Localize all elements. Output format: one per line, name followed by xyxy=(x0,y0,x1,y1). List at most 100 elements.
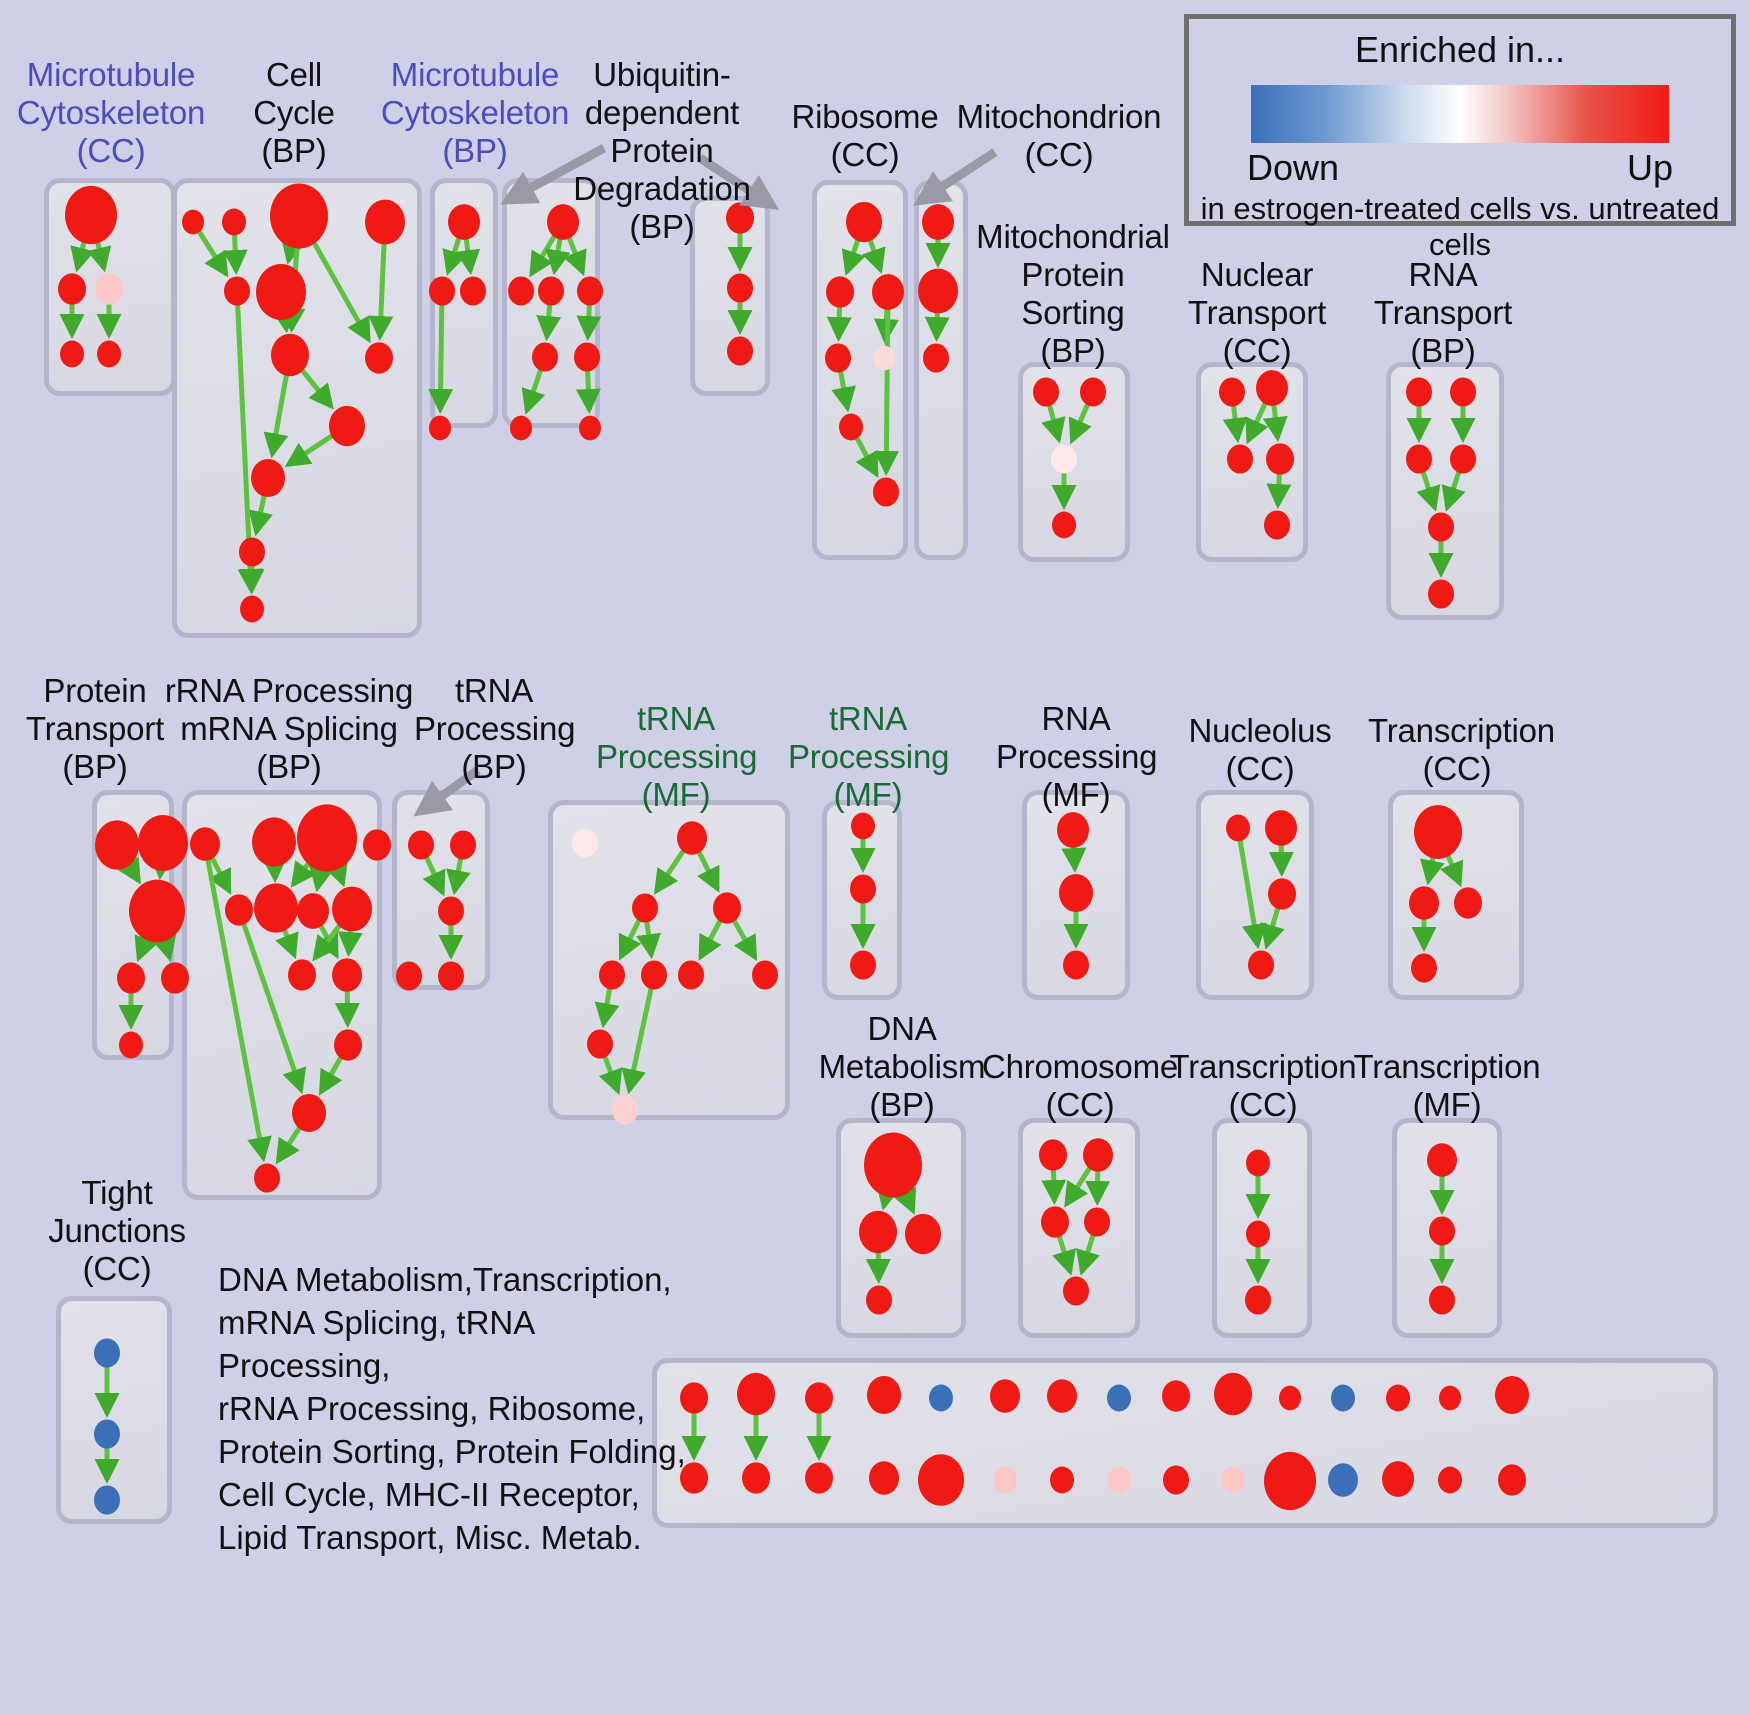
graph-node[interactable] xyxy=(869,1461,899,1495)
graph-node[interactable] xyxy=(851,812,875,840)
graph-node[interactable] xyxy=(678,960,704,990)
graph-node[interactable] xyxy=(292,1093,326,1133)
graph-node[interactable] xyxy=(680,1382,708,1414)
graph-node[interactable] xyxy=(1331,1384,1355,1412)
graph-node[interactable] xyxy=(1039,1139,1067,1171)
graph-node[interactable] xyxy=(119,1031,143,1059)
graph-node[interactable] xyxy=(271,333,309,377)
graph-node[interactable] xyxy=(252,817,296,867)
graph-node[interactable] xyxy=(1256,370,1288,406)
graph-node[interactable] xyxy=(95,273,123,305)
graph-node[interactable] xyxy=(1450,444,1476,474)
graph-node[interactable] xyxy=(1246,1149,1270,1177)
graph-node[interactable] xyxy=(138,815,188,871)
graph-node[interactable] xyxy=(460,276,486,306)
graph-node[interactable] xyxy=(510,415,532,441)
graph-node[interactable] xyxy=(1438,1466,1462,1494)
graph-node[interactable] xyxy=(1454,887,1482,919)
graph-node[interactable] xyxy=(1495,1375,1529,1415)
graph-node[interactable] xyxy=(1107,1466,1131,1494)
graph-node[interactable] xyxy=(1411,953,1437,983)
graph-node[interactable] xyxy=(1328,1463,1358,1497)
graph-node[interactable] xyxy=(677,821,707,855)
graph-node[interactable] xyxy=(1409,886,1439,920)
graph-node[interactable] xyxy=(1428,579,1454,609)
graph-node[interactable] xyxy=(805,1382,833,1414)
graph-node[interactable] xyxy=(587,1029,613,1059)
graph-node[interactable] xyxy=(1414,805,1462,859)
graph-node[interactable] xyxy=(1214,1372,1252,1416)
graph-node[interactable] xyxy=(1268,878,1296,910)
graph-node[interactable] xyxy=(1439,1385,1461,1411)
graph-node[interactable] xyxy=(1245,1285,1271,1315)
graph-node[interactable] xyxy=(599,960,625,990)
graph-node[interactable] xyxy=(438,896,464,926)
graph-node[interactable] xyxy=(94,1338,120,1368)
graph-node[interactable] xyxy=(1162,1380,1190,1412)
graph-node[interactable] xyxy=(329,405,365,447)
graph-node[interactable] xyxy=(737,1372,775,1416)
graph-node[interactable] xyxy=(1080,377,1106,407)
graph-node[interactable] xyxy=(873,477,899,507)
graph-node[interactable] xyxy=(1264,1451,1316,1511)
graph-node[interactable] xyxy=(1226,814,1250,842)
graph-node[interactable] xyxy=(918,268,958,314)
graph-node[interactable] xyxy=(1406,444,1432,474)
graph-node[interactable] xyxy=(577,276,603,306)
graph-node[interactable] xyxy=(161,962,189,994)
graph-node[interactable] xyxy=(547,204,579,240)
graph-node[interactable] xyxy=(572,828,598,858)
graph-node[interactable] xyxy=(117,962,145,994)
graph-node[interactable] xyxy=(254,1163,280,1193)
graph-node[interactable] xyxy=(256,264,306,320)
graph-node[interactable] xyxy=(538,276,564,306)
graph-node[interactable] xyxy=(727,336,753,366)
graph-node[interactable] xyxy=(1063,950,1089,980)
graph-node[interactable] xyxy=(1163,1465,1189,1495)
graph-node[interactable] xyxy=(94,1485,120,1515)
graph-node[interactable] xyxy=(825,343,851,373)
graph-node[interactable] xyxy=(993,1466,1017,1494)
graph-node[interactable] xyxy=(864,1132,922,1198)
graph-node[interactable] xyxy=(1047,1379,1077,1413)
graph-node[interactable] xyxy=(922,204,954,240)
graph-node[interactable] xyxy=(448,204,480,240)
graph-node[interactable] xyxy=(396,961,422,991)
graph-node[interactable] xyxy=(429,276,455,306)
graph-node[interactable] xyxy=(641,960,667,990)
graph-node[interactable] xyxy=(450,830,476,860)
graph-node[interactable] xyxy=(1041,1206,1069,1238)
graph-node[interactable] xyxy=(1450,377,1476,407)
graph-node[interactable] xyxy=(270,183,328,249)
graph-node[interactable] xyxy=(990,1379,1020,1413)
graph-node[interactable] xyxy=(850,874,876,904)
graph-node[interactable] xyxy=(727,273,753,303)
graph-node[interactable] xyxy=(297,804,357,872)
graph-node[interactable] xyxy=(1063,1276,1089,1306)
graph-node[interactable] xyxy=(94,1419,120,1449)
graph-node[interactable] xyxy=(1427,1143,1457,1177)
graph-node[interactable] xyxy=(826,276,854,308)
graph-node[interactable] xyxy=(1429,1285,1455,1315)
graph-node[interactable] xyxy=(918,1454,964,1506)
graph-node[interactable] xyxy=(867,1375,901,1415)
graph-node[interactable] xyxy=(297,893,329,929)
graph-node[interactable] xyxy=(332,886,372,932)
graph-node[interactable] xyxy=(363,829,391,861)
graph-node[interactable] xyxy=(254,883,298,933)
graph-node[interactable] xyxy=(1382,1461,1414,1497)
graph-node[interactable] xyxy=(58,273,86,305)
graph-node[interactable] xyxy=(190,827,220,861)
graph-node[interactable] xyxy=(129,879,185,943)
graph-node[interactable] xyxy=(225,894,253,926)
graph-node[interactable] xyxy=(239,537,265,567)
graph-node[interactable] xyxy=(1050,1466,1074,1494)
graph-node[interactable] xyxy=(923,343,949,373)
graph-node[interactable] xyxy=(1033,377,1059,407)
graph-node[interactable] xyxy=(60,340,84,368)
graph-node[interactable] xyxy=(1429,1216,1455,1246)
graph-node[interactable] xyxy=(574,342,600,372)
graph-node[interactable] xyxy=(1057,812,1089,848)
graph-node[interactable] xyxy=(1221,1466,1245,1494)
graph-node[interactable] xyxy=(438,961,464,991)
